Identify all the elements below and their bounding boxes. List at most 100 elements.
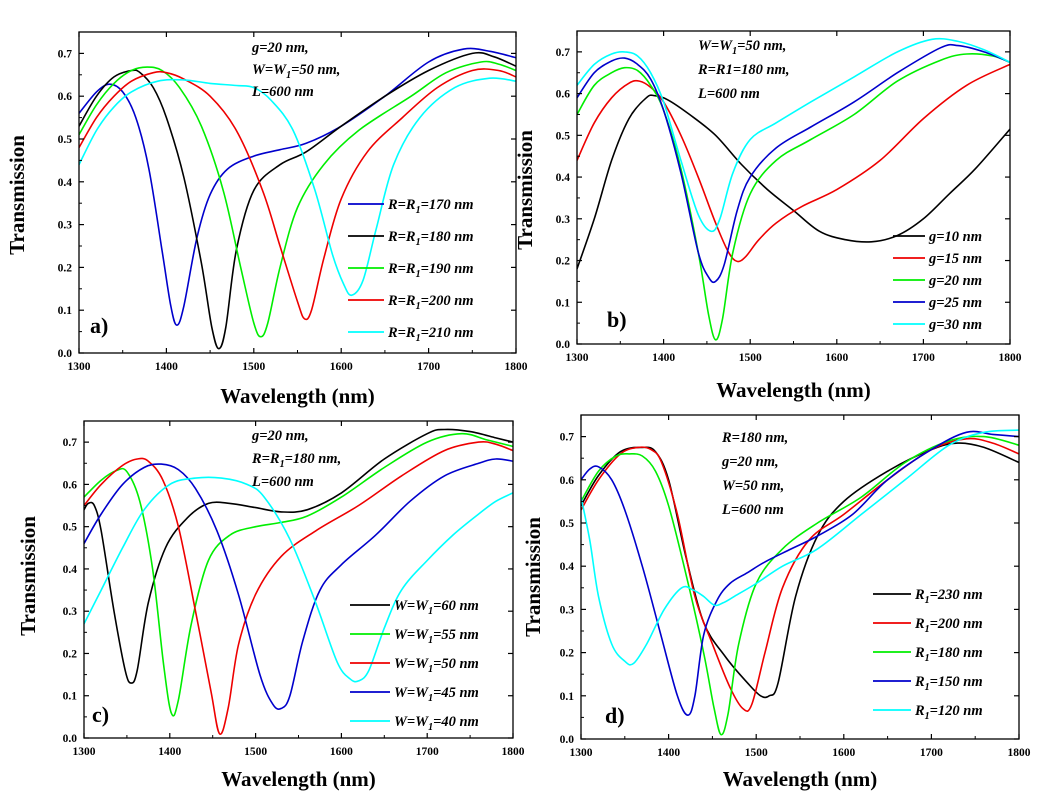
- y-tick-label: 0.5: [58, 134, 73, 146]
- legend-entry: R1=150 nm: [914, 674, 983, 693]
- x-tick-label: 1800: [999, 352, 1022, 364]
- y-tick-label: 0.3: [560, 604, 575, 616]
- panel-label: b): [607, 307, 627, 332]
- x-axis-label: Wavelength (nm): [221, 767, 376, 791]
- series-line-4: [581, 430, 1019, 717]
- y-tick-label: 0.3: [556, 214, 571, 226]
- legend-entry: R1=230 nm: [914, 587, 983, 606]
- y-tick-label: 0.2: [556, 256, 571, 268]
- parameter-annotation: R=R1=180 nm,: [697, 62, 789, 78]
- x-tick-label: 1300: [570, 747, 593, 759]
- parameter-annotation: L=600 nm: [697, 86, 760, 102]
- x-tick-label: 1700: [920, 747, 943, 759]
- legend-entry: R1=180 nm: [914, 645, 983, 664]
- x-tick-label: 1800: [502, 746, 525, 758]
- y-tick-label: 0.2: [560, 648, 575, 660]
- x-tick-label: 1600: [330, 361, 353, 373]
- legend-entry: g=15 nm: [928, 251, 982, 267]
- series-line-1: [79, 47, 516, 327]
- legend-entry: W=W1=50 nm: [394, 656, 479, 675]
- x-tick-label: 1500: [745, 747, 768, 759]
- series-line-2: [84, 432, 513, 717]
- parameter-annotation: W=50 nm,: [722, 478, 784, 494]
- series-line-4: [84, 458, 513, 710]
- parameter-annotation: R=R1=180 nm,: [251, 451, 341, 470]
- series-line-1: [84, 428, 513, 684]
- y-tick-label: 0.5: [556, 130, 571, 142]
- legend-entry: g=25 nm: [928, 295, 982, 311]
- x-tick-label: 1400: [155, 361, 178, 373]
- series-line-2: [577, 63, 1010, 263]
- parameter-annotation: L=600 nm: [721, 502, 784, 518]
- y-tick-label: 0.0: [63, 733, 78, 745]
- y-tick-label: 0.3: [58, 220, 73, 232]
- plot-frame: [580, 414, 1020, 740]
- legend-entry: g=30 nm: [928, 317, 982, 333]
- y-tick-label: 0.5: [560, 518, 575, 530]
- x-tick-label: 1700: [417, 361, 440, 373]
- y-tick-label: 0.7: [58, 48, 73, 60]
- series-line-5: [577, 37, 1010, 233]
- y-axis-label: Transmission: [16, 516, 40, 636]
- parameter-annotation: R=180 nm,: [721, 430, 788, 446]
- legend-entry: R=R1=200 nm: [387, 293, 474, 312]
- x-tick-label: 1300: [68, 361, 91, 373]
- series-line-2: [581, 437, 1019, 712]
- panel-a: 1300 1400 1500 1600 1700 1800 0.0 0.1 0.2 0.3 0.4 0…: [5, 31, 528, 408]
- x-tick-label: 1300: [566, 352, 589, 364]
- series-line-4: [577, 43, 1010, 284]
- x-axis-label: Wavelength (nm): [723, 767, 878, 791]
- x-tick-label: 1800: [1008, 747, 1031, 759]
- y-tick-label: 0.4: [560, 561, 575, 573]
- series-line-3: [577, 53, 1010, 341]
- y-tick-label: 0.6: [63, 479, 78, 491]
- y-tick-label: 0.6: [560, 475, 575, 487]
- y-tick-label: 0.0: [560, 734, 575, 746]
- parameter-annotation: W=W1=50 nm,: [698, 38, 786, 57]
- y-tick-label: 0.1: [556, 297, 571, 309]
- y-tick-label: 0.1: [58, 305, 73, 317]
- panel-label: c): [92, 702, 109, 727]
- parameter-annotation: W=W1=50 nm,: [252, 62, 340, 81]
- legend-entry: R=R1=210 nm: [387, 325, 474, 344]
- y-tick-label: 0.7: [560, 432, 575, 444]
- y-tick-label: 0.6: [556, 89, 571, 101]
- y-tick-label: 0.4: [58, 177, 73, 189]
- x-axis-label: Wavelength (nm): [220, 384, 375, 408]
- panel-c: 1300 1400 1500 1600 1700 1800 0.0 0.1 0.2 0.3 0.4 0…: [16, 420, 525, 791]
- x-tick-label: 1500: [244, 746, 267, 758]
- y-tick-label: 0.3: [63, 606, 78, 618]
- legend-entry: R1=200 nm: [914, 616, 983, 635]
- y-axis-label: Transmission: [5, 135, 29, 255]
- x-tick-label: 1400: [657, 747, 680, 759]
- legend-entry: R=R1=180 nm: [387, 229, 474, 248]
- x-axis-label: Wavelength (nm): [716, 378, 871, 402]
- legend-entry: R=R1=190 nm: [387, 261, 474, 280]
- series-line-3: [79, 60, 516, 338]
- legend-entry: W=W1=40 nm: [394, 714, 479, 733]
- parameter-annotation: g=20 nm,: [721, 454, 779, 470]
- x-tick-label: 1500: [739, 352, 762, 364]
- y-tick-label: 0.7: [556, 47, 571, 59]
- x-tick-label: 1300: [73, 746, 96, 758]
- parameter-annotation: L=600 nm: [251, 84, 314, 100]
- y-tick-label: 0.2: [63, 648, 78, 660]
- x-tick-label: 1600: [832, 747, 855, 759]
- series-line-2: [79, 51, 516, 350]
- parameter-annotation: g=20 nm,: [251, 428, 309, 444]
- x-tick-label: 1800: [505, 361, 528, 373]
- x-tick-label: 1500: [242, 361, 265, 373]
- series-line-4: [79, 68, 516, 321]
- series-line-3: [581, 435, 1019, 736]
- legend-entry: g=20 nm: [928, 273, 982, 289]
- y-tick-label: 0.7: [63, 437, 78, 449]
- panel-b: 1300 1400 1500 1600 1700 1800 0.0 0.1 0.2 0.3 0.4 0…: [513, 30, 1022, 402]
- legend-entry: R1=120 nm: [914, 703, 983, 722]
- legend-entry: g=10 nm: [928, 229, 982, 245]
- y-tick-label: 0.4: [556, 172, 571, 184]
- series-line-5: [79, 77, 516, 297]
- x-tick-label: 1700: [912, 352, 935, 364]
- y-axis-label: Transmission: [521, 517, 545, 637]
- series-line-5: [84, 476, 513, 683]
